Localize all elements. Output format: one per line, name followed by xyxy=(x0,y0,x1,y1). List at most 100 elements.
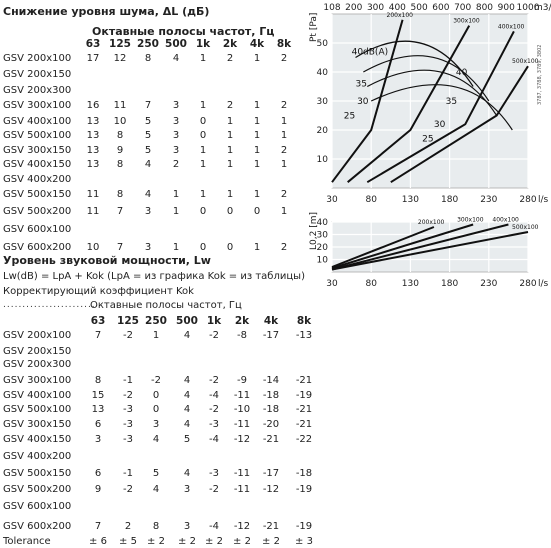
table-cell: -21 xyxy=(262,434,280,445)
row-name: GSV 200x100 xyxy=(3,53,72,64)
table-cell: 1 xyxy=(199,159,207,170)
table-cell: 2 xyxy=(280,100,288,111)
table-cell: 3 xyxy=(172,145,180,156)
y-tick-label: 20 xyxy=(317,243,329,253)
table-cell: -3 xyxy=(209,419,219,430)
table-cell: 15 xyxy=(91,390,105,401)
power-formula: Lw(dB) = LpA + Kok (LpA = из графика Kok… xyxy=(3,271,305,282)
table-cell: 4 xyxy=(183,419,191,430)
table-cell: -2 xyxy=(209,484,219,495)
band-header: 250 xyxy=(145,315,167,327)
table-cell: -10 xyxy=(233,404,251,415)
table-cell: 8 xyxy=(152,521,160,532)
table-cell: 13 xyxy=(86,145,100,156)
table-cell: 0 xyxy=(199,130,207,141)
table-cell: 5 xyxy=(144,130,152,141)
band-header: 500 xyxy=(176,315,198,327)
table-cell: 5 xyxy=(144,145,152,156)
top-tick-label: 1000 xyxy=(517,3,540,13)
table-cell: 3 xyxy=(172,130,180,141)
table-cell: 2 xyxy=(172,159,180,170)
table-cell: 3 xyxy=(172,116,180,127)
series-line xyxy=(390,65,529,184)
band-header: 500 xyxy=(165,38,187,50)
table-cell: 1 xyxy=(280,159,288,170)
table-cell: 5 xyxy=(152,468,160,479)
table-cell: 1 xyxy=(152,330,160,341)
table-cell: 7 xyxy=(116,242,124,253)
y-tick-label: 40 xyxy=(317,68,329,78)
table-cell: 0 xyxy=(226,206,234,217)
top-tick-label: 300 xyxy=(367,3,384,13)
top-tick-label: 500 xyxy=(411,3,428,13)
tolerance-cell: ± 2 xyxy=(178,536,196,547)
table-cell: -9 xyxy=(237,375,247,386)
table-cell: -2 xyxy=(123,330,133,341)
table-cell: 13 xyxy=(86,159,100,170)
table-cell: 4 xyxy=(152,434,160,445)
table-cell: 1 xyxy=(199,145,207,156)
table-cell: 7 xyxy=(94,521,102,532)
table-cell: 10 xyxy=(113,116,127,127)
band-header: 250 xyxy=(137,38,159,50)
table-cell: -4 xyxy=(209,521,219,532)
x-tick-label: 280 xyxy=(519,279,536,289)
table-cell: -2 xyxy=(209,375,219,386)
table-cell: 4 xyxy=(183,468,191,479)
row-name: GSV 400x150 xyxy=(3,159,72,170)
table-cell: -19 xyxy=(295,484,313,495)
table-cell: 0 xyxy=(152,404,160,415)
x-tick-label: 180 xyxy=(441,279,458,289)
table-cell: -12 xyxy=(233,434,251,445)
series-line xyxy=(331,226,435,268)
row-name: GSV 400x200 xyxy=(3,451,72,462)
table-cell: 1 xyxy=(253,145,261,156)
series-label: 200x100 xyxy=(418,219,445,226)
table-cell: 1 xyxy=(226,130,234,141)
table-cell: 1 xyxy=(253,189,261,200)
table-cell: 8 xyxy=(116,130,124,141)
table-cell: 13 xyxy=(91,404,105,415)
table-cell: -21 xyxy=(295,419,313,430)
table-cell: -12 xyxy=(262,484,280,495)
table-cell: -3 xyxy=(123,404,133,415)
band-header: 63 xyxy=(90,315,106,327)
sound-label: 25 xyxy=(422,135,433,145)
band-header: 2k xyxy=(222,38,238,50)
tolerance-cell: ± 2 xyxy=(205,536,223,547)
table-cell: 1 xyxy=(226,189,234,200)
table-cell: 6 xyxy=(94,419,102,430)
row-name: GSV 300x100 xyxy=(3,375,72,386)
table-cell: 1 xyxy=(172,206,180,217)
noise-title: Снижение уровня шума, ΔL (дБ) xyxy=(3,5,210,18)
sound-label: 35 xyxy=(356,80,367,90)
table-cell: 5 xyxy=(144,116,152,127)
row-name: GSV 200x100 xyxy=(3,330,72,341)
row-name: GSV 600x100 xyxy=(3,501,72,512)
table-cell: 9 xyxy=(116,145,124,156)
series-line xyxy=(347,25,471,183)
table-cell: 2 xyxy=(226,53,234,64)
table-cell: 8 xyxy=(116,189,124,200)
x-tick-label: 280 xyxy=(519,195,536,205)
top-tick-label: 800 xyxy=(476,3,493,13)
table-cell: 0 xyxy=(199,116,207,127)
table-cell: -11 xyxy=(233,390,251,401)
x-tick-label: 180 xyxy=(441,195,458,205)
series-label: 200x100 xyxy=(387,12,414,19)
series-line xyxy=(366,30,515,184)
table-cell: -21 xyxy=(295,375,313,386)
table-cell: 7 xyxy=(94,330,102,341)
row-name: GSV 500x200 xyxy=(3,206,72,217)
row-name: GSV 600x200 xyxy=(3,242,72,253)
series-label: 500x100 xyxy=(512,224,539,231)
table-cell: -17 xyxy=(262,468,280,479)
table-cell: 8 xyxy=(94,375,102,386)
row-name: GSV 600x200 xyxy=(3,521,72,532)
sound-label: 25 xyxy=(344,111,355,121)
table-cell: 3 xyxy=(94,434,102,445)
table-cell: 4 xyxy=(183,404,191,415)
table-cell: 11 xyxy=(86,189,100,200)
table-cell: 0 xyxy=(152,390,160,401)
table-cell: 11 xyxy=(86,206,100,217)
